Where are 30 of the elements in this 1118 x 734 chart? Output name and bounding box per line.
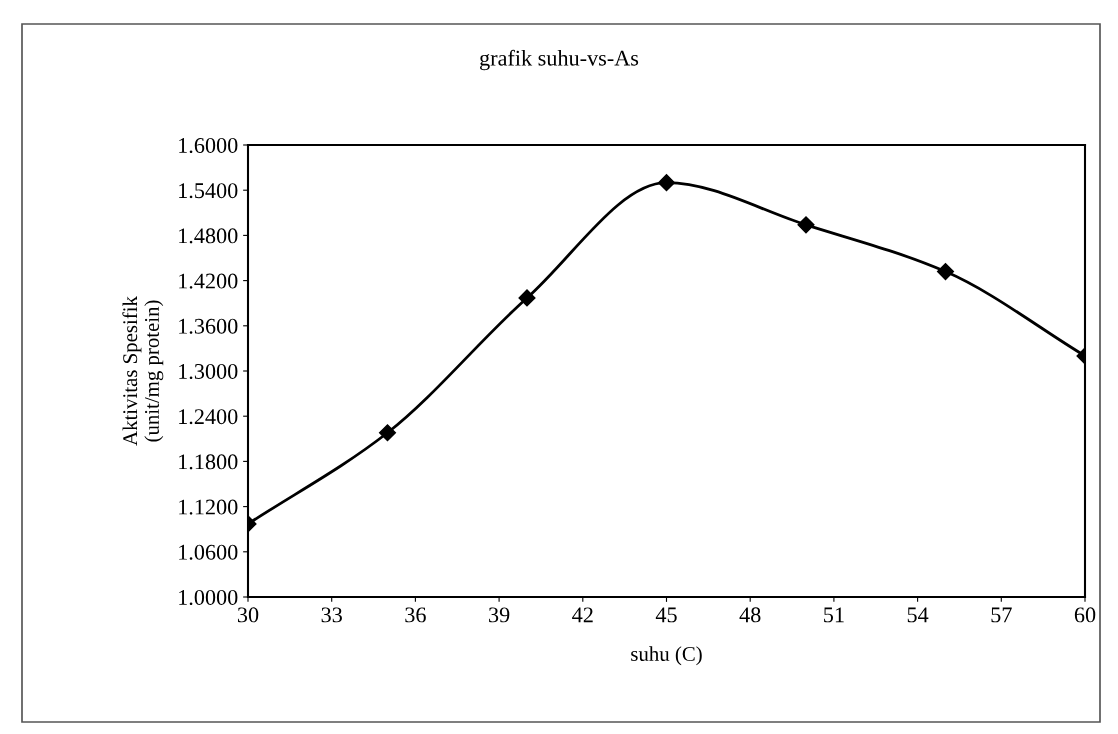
chart-title: grafik suhu-vs-As <box>480 49 639 71</box>
x-tick-label: 48 <box>739 607 761 623</box>
y-tick-label: 1.0600 <box>179 544 238 560</box>
y-tick-label: 1.1800 <box>179 454 238 470</box>
point <box>518 289 536 307</box>
y-tick-label: 1.6000 <box>179 137 238 154</box>
x-tick-label: 51 <box>824 607 844 623</box>
x-axis-title: suhu (C) <box>631 646 702 666</box>
x-tick-label: 33 <box>321 607 342 623</box>
point <box>657 174 676 192</box>
x-tick-label: 45 <box>655 607 677 623</box>
y-tick-label: 1.0000 <box>179 589 238 606</box>
y-tick-label: 1.2400 <box>179 409 238 425</box>
x-tick-label: 39 <box>489 607 510 623</box>
y-tick-label: 1.5400 <box>179 183 238 199</box>
x-tick-label: 36 <box>405 607 426 623</box>
x-tick-label: 30 <box>237 607 259 623</box>
x-tick-label: 60 <box>1074 607 1096 623</box>
point <box>797 216 815 234</box>
point <box>378 424 397 442</box>
point <box>936 263 955 281</box>
x-tick-label: 42 <box>572 607 593 623</box>
y-tick-label: 1.3600 <box>179 318 238 334</box>
y-tick-label: 1.4800 <box>179 228 238 244</box>
x-tick-label: 57 <box>991 607 1012 623</box>
y-tick-label: 1.3000 <box>179 363 238 380</box>
y-tick-label: 1.4200 <box>179 273 238 289</box>
x-tick-label: 54 <box>907 607 929 623</box>
y-axis-title: Aktivitas Spesifik (unit/mg protein) <box>122 296 164 446</box>
y-tick-label: 1.1200 <box>179 499 238 515</box>
